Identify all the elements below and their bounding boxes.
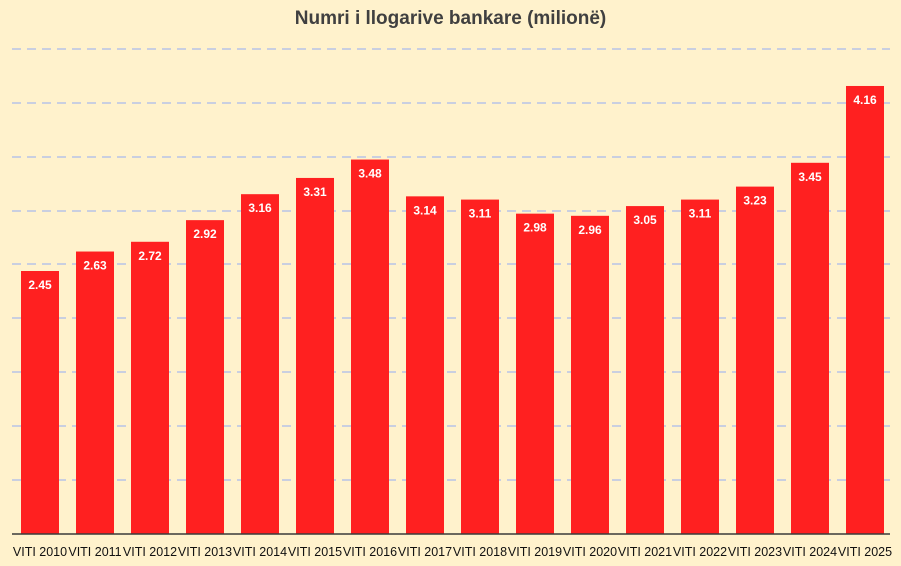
data-label: 2.72 (138, 249, 162, 263)
bar-viti-2016 (351, 159, 389, 534)
x-tick-label: VITI 2012 (123, 545, 177, 559)
data-label: 3.48 (358, 167, 382, 181)
bar-viti-2012 (131, 241, 169, 534)
x-tick-label: VITI 2024 (783, 545, 837, 559)
x-tick-label: VITI 2021 (618, 545, 672, 559)
data-label: 3.11 (689, 207, 712, 221)
chart-title: Numri i llogarive bankare (milionë) (294, 8, 607, 29)
x-tick-label: VITI 2020 (563, 545, 617, 559)
bar-viti-2022 (681, 199, 719, 534)
x-tick-label: VITI 2025 (838, 545, 892, 559)
bar-viti-2025 (846, 85, 884, 534)
data-label: 3.45 (798, 170, 822, 184)
bar-viti-2017 (406, 196, 444, 535)
bar-viti-2021 (626, 206, 664, 534)
x-tick-label: VITI 2023 (728, 545, 782, 559)
data-label: 4.16 (853, 93, 877, 107)
x-tick-label: VITI 2010 (13, 545, 67, 559)
x-tick-label: VITI 2019 (508, 545, 562, 559)
data-label: 2.63 (83, 259, 107, 273)
x-tick-label: VITI 2018 (453, 545, 507, 559)
data-label: 2.92 (193, 227, 217, 241)
bar-viti-2011 (76, 251, 114, 535)
data-label: 2.45 (28, 278, 52, 292)
bar-viti-2015 (296, 177, 334, 534)
data-label: 3.23 (743, 194, 767, 208)
x-tick-label: VITI 2011 (68, 545, 121, 559)
x-tick-label: VITI 2014 (233, 545, 287, 559)
x-tick-label: VITI 2017 (398, 545, 452, 559)
bar-viti-2024 (791, 162, 829, 535)
x-tick-label: VITI 2015 (288, 545, 342, 559)
bar-viti-2014 (241, 194, 279, 535)
data-label: 3.05 (633, 213, 657, 227)
data-label: 2.96 (578, 223, 602, 237)
bar-viti-2020 (571, 215, 609, 534)
x-tick-label: VITI 2022 (673, 545, 727, 559)
bar-viti-2018 (461, 199, 499, 534)
data-label: 3.31 (303, 185, 327, 199)
data-label: 2.98 (523, 221, 547, 235)
bar-viti-2019 (516, 213, 554, 535)
bar-viti-2023 (736, 186, 774, 534)
x-tick-label: VITI 2013 (178, 545, 232, 559)
data-label: 3.11 (469, 207, 492, 221)
bar-viti-2010 (21, 271, 59, 534)
x-tick-label: VITI 2016 (343, 545, 397, 559)
data-label: 3.14 (413, 203, 437, 217)
data-label: 3.16 (248, 201, 272, 215)
bar-viti-2013 (186, 220, 224, 534)
